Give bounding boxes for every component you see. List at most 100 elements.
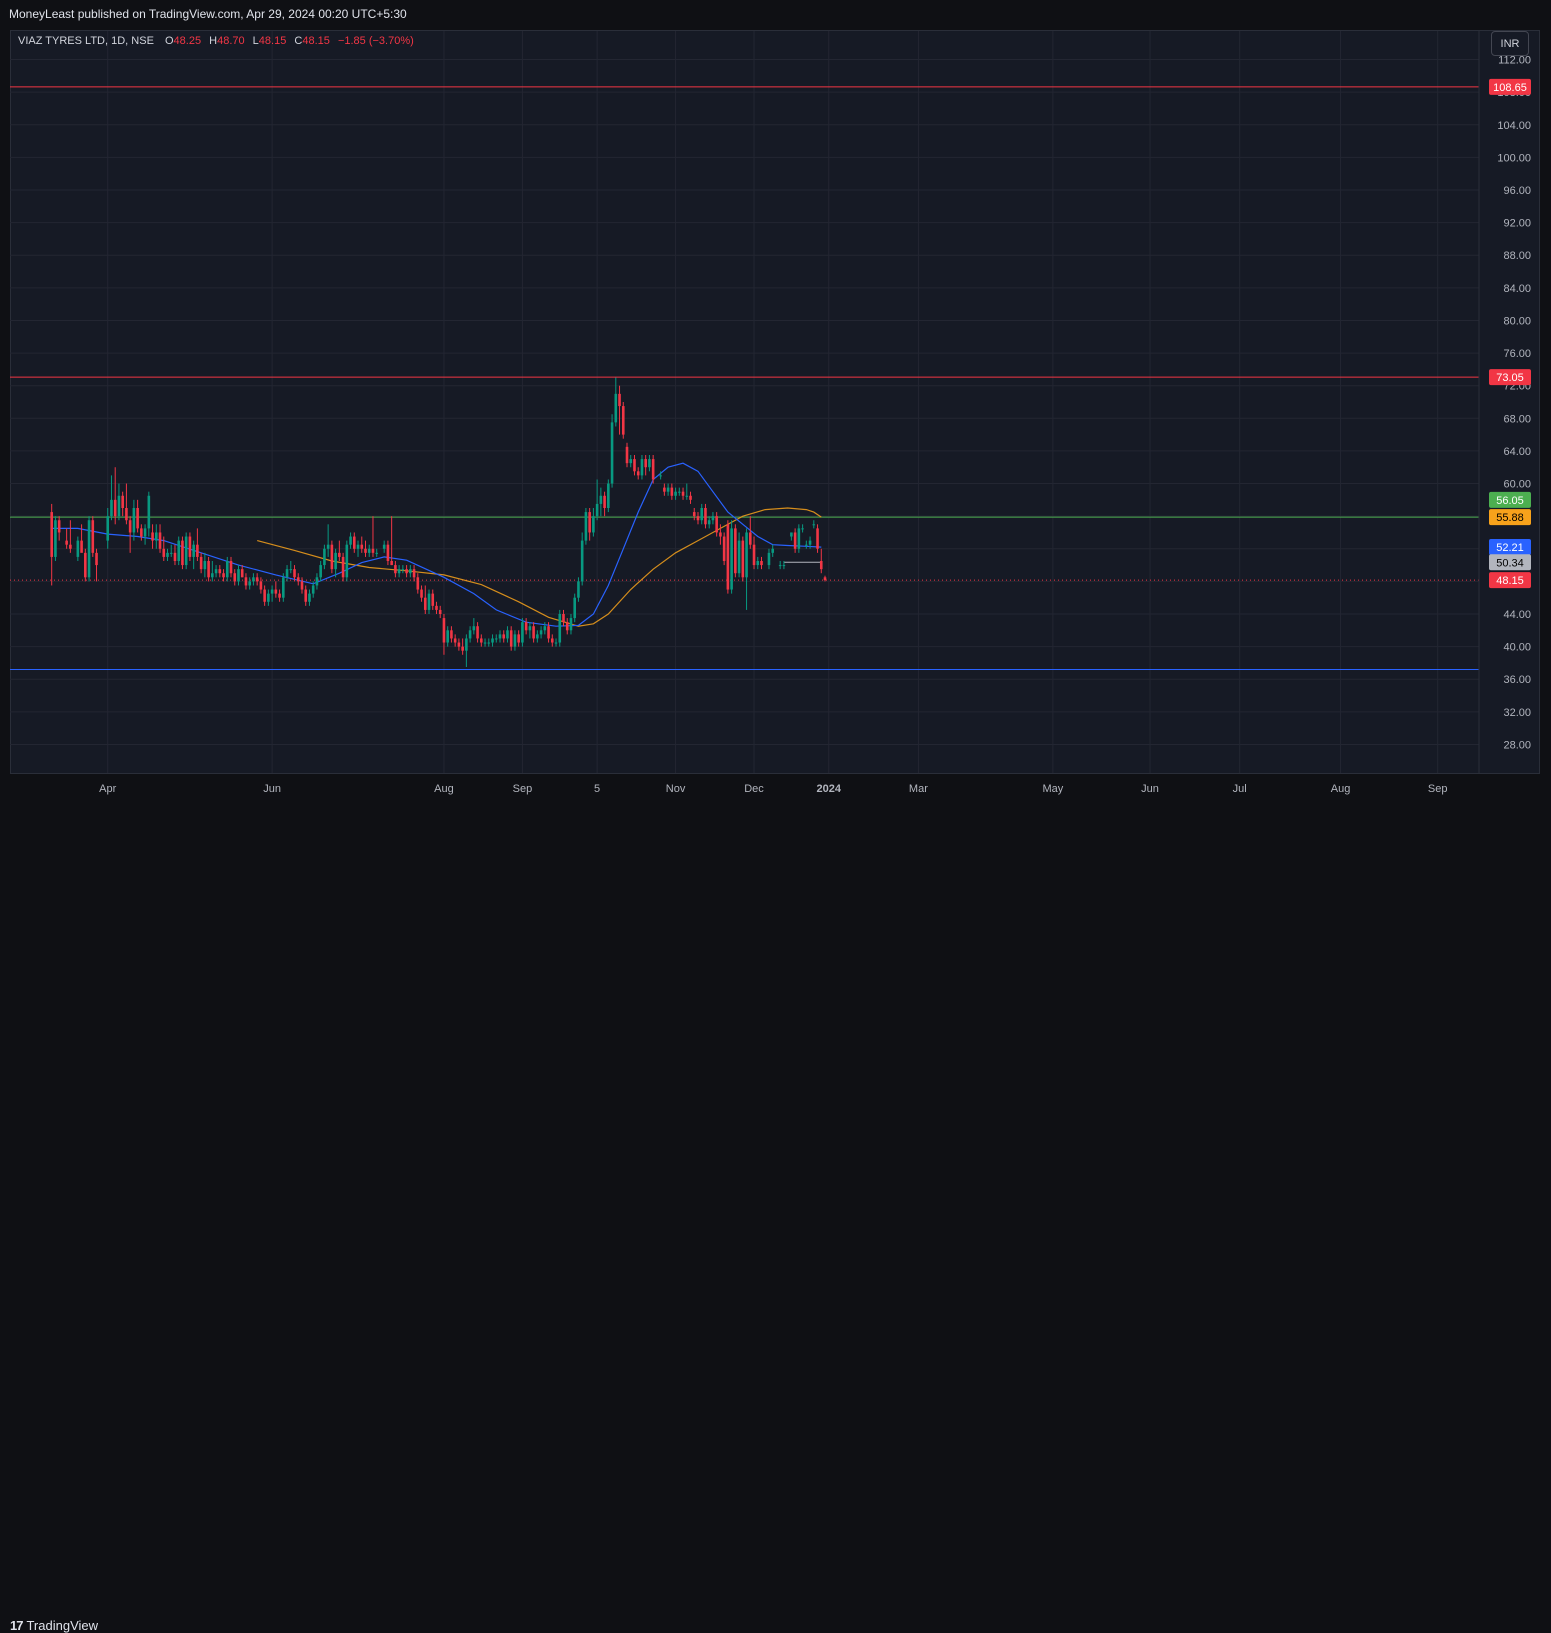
candle-body <box>584 512 588 541</box>
candle-body <box>349 536 352 545</box>
candle-body <box>244 577 248 586</box>
candle-body <box>483 642 487 644</box>
x-tick-label: Mar <box>909 783 928 795</box>
y-tick-label: 76.00 <box>1503 348 1531 360</box>
price-label-box <box>1489 509 1531 526</box>
candle-body <box>487 642 491 644</box>
candle-body <box>536 634 539 639</box>
candle-body <box>285 569 289 578</box>
candle-body <box>431 593 435 606</box>
candle-body <box>524 622 528 631</box>
candle-body <box>465 638 468 651</box>
candle-body <box>69 544 72 549</box>
y-tick-label: 80.00 <box>1503 315 1531 327</box>
candle-body <box>192 544 195 557</box>
candle-body <box>797 528 801 549</box>
candle-body <box>203 561 207 570</box>
candle-body <box>147 495 151 529</box>
candle-body <box>610 422 614 484</box>
candle-body <box>562 614 565 623</box>
x-tick-label: 2024 <box>817 783 842 795</box>
candle-body <box>412 569 416 578</box>
candle-body <box>252 577 255 582</box>
tradingview-mark-icon: 17 <box>10 1618 24 1633</box>
candle-body <box>106 516 110 541</box>
candle-body <box>199 556 203 570</box>
candle-body <box>592 516 595 533</box>
chart-panel[interactable] <box>10 30 1540 774</box>
candle-body <box>57 520 61 533</box>
x-tick-label: May <box>1043 783 1064 795</box>
candle-body <box>181 540 184 566</box>
candle-body <box>685 495 689 497</box>
candle-body <box>136 508 139 529</box>
candle-body <box>364 548 367 553</box>
candle-body <box>293 569 296 578</box>
candle-body <box>651 459 655 480</box>
candle-body <box>621 406 625 435</box>
symbol-title[interactable]: VIAZ TYRES LTD, 1D, NSE <box>18 35 154 47</box>
candle-body <box>491 638 494 643</box>
candle-body <box>670 487 674 496</box>
y-tick-label: 112.00 <box>1498 55 1531 67</box>
candle-body <box>330 544 334 570</box>
price-label-box <box>1489 539 1531 556</box>
candle-body <box>409 569 412 574</box>
high-label: H <box>209 35 218 47</box>
candle-body <box>539 630 543 635</box>
candle-body <box>326 544 330 549</box>
candle-body <box>640 459 644 476</box>
candle-body <box>618 393 621 407</box>
x-tick-label: Jun <box>263 783 281 795</box>
candle-body <box>607 483 610 508</box>
y-tick-label: 44.00 <box>1503 609 1531 621</box>
candle-body <box>790 532 793 537</box>
candle-body <box>125 508 128 521</box>
candle-body <box>255 577 259 582</box>
top-bar: MoneyLeast published on TradingView.com,… <box>0 0 1551 30</box>
candle-body <box>521 622 524 643</box>
candle-body <box>54 520 57 557</box>
price-label-box <box>1489 78 1531 95</box>
ma-fast-line <box>51 462 822 627</box>
candle-body <box>427 593 431 610</box>
candle-body <box>229 561 233 574</box>
candle-body <box>819 561 823 570</box>
y-tick-label: 88.00 <box>1503 250 1531 262</box>
candle-body <box>222 573 225 578</box>
currency-button[interactable]: INR <box>1491 31 1529 56</box>
y-tick-label: 60.00 <box>1503 479 1531 491</box>
candle-body <box>248 581 251 586</box>
y-tick-label: 96.00 <box>1503 185 1531 197</box>
candle-body <box>300 581 304 590</box>
candle-body <box>808 540 812 545</box>
candle-body <box>397 569 401 574</box>
candle-body <box>274 589 278 594</box>
low-label: L <box>252 35 259 47</box>
price-label: 52.21 <box>1496 542 1524 554</box>
candle-body <box>401 569 405 571</box>
candle-body <box>423 597 427 610</box>
candle-body <box>752 544 756 566</box>
x-tick-label: Aug <box>434 783 454 795</box>
time-axis: Apr Jun Aug Sep 5 Nov Dec 2024 Mar May Jun Jul Aug Se… <box>99 783 1447 795</box>
candle-body <box>140 528 143 537</box>
candle-body <box>793 532 797 549</box>
candle-body <box>352 536 356 549</box>
candle-body <box>207 561 210 578</box>
candle-body <box>580 540 584 582</box>
candle-body <box>595 503 599 517</box>
price-label-box <box>1489 572 1531 589</box>
footer: 17 TradingView <box>0 806 1551 1633</box>
candle-body <box>218 569 222 574</box>
candlestick-chart[interactable]: 28.0032.0036.0040.0044.0048.0052.0056.00… <box>0 0 1551 806</box>
candle-body <box>506 630 509 639</box>
candle-body <box>674 491 677 496</box>
candle-body <box>315 577 319 586</box>
candle-body <box>128 520 132 533</box>
candle-body <box>110 499 113 517</box>
candle-body <box>666 487 670 492</box>
tradingview-logo[interactable]: 17 TradingView <box>10 1618 98 1633</box>
x-tick-label: Nov <box>666 783 686 795</box>
candle-body <box>311 585 315 594</box>
